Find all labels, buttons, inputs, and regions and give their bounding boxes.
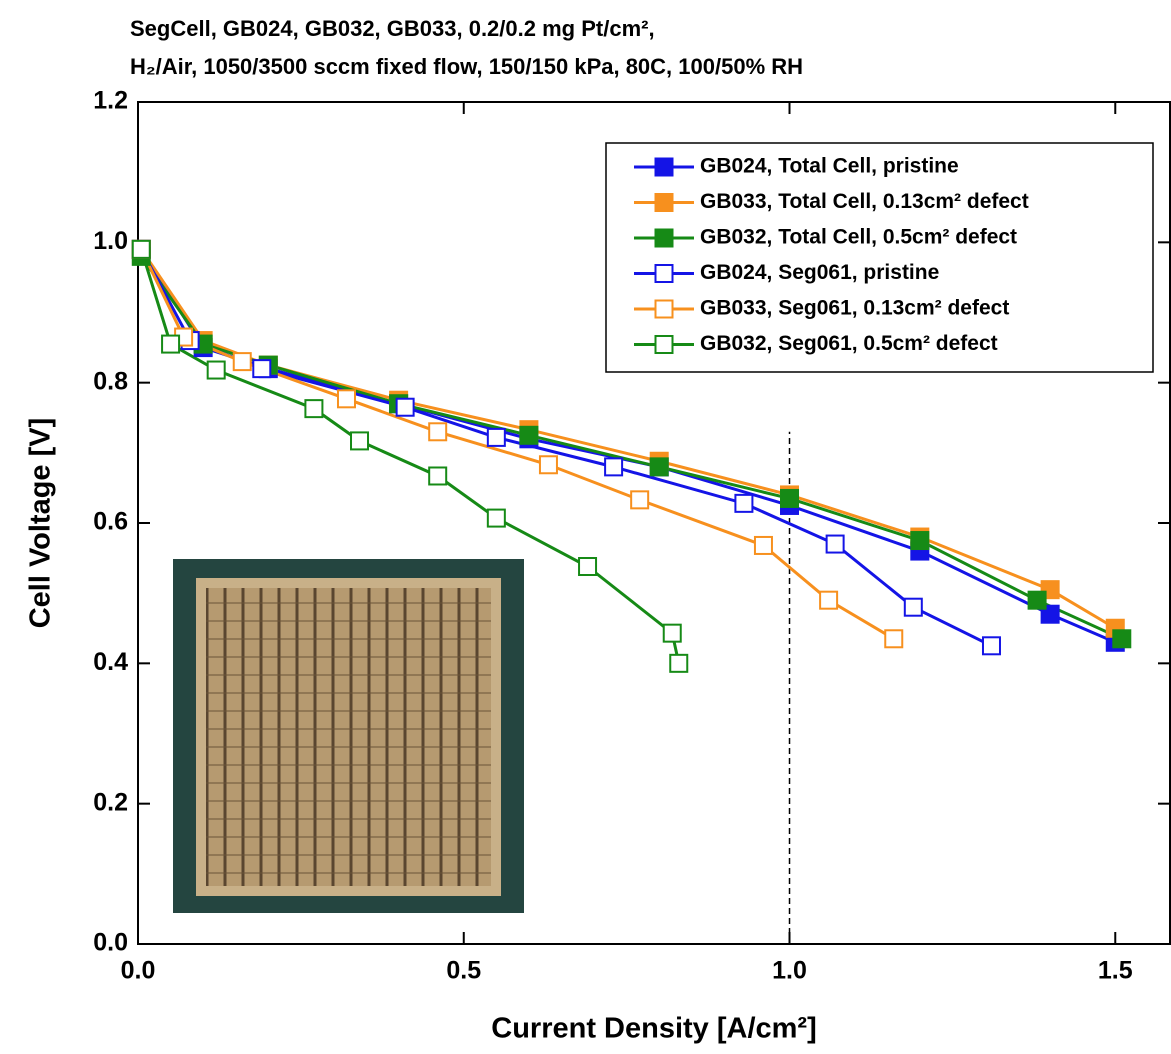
x-tick-label: 0.5 [446, 957, 481, 985]
marker [161, 334, 181, 354]
marker [428, 422, 448, 442]
legend-marker [654, 228, 674, 248]
marker [903, 597, 923, 617]
legend-marker [654, 264, 674, 283]
marker [825, 534, 845, 554]
marker [486, 427, 506, 447]
marker [206, 360, 226, 380]
y-tick-label: 0.8 [93, 367, 128, 395]
legend-label: GB032, Total Cell, 0.5cm² defect [700, 226, 1017, 249]
plot-frame [137, 101, 1171, 945]
marker [884, 629, 904, 649]
y-tick-label: 1.2 [93, 87, 128, 115]
marker [304, 399, 324, 419]
marker [981, 636, 1001, 656]
legend-marker [654, 193, 674, 212]
series-line [139, 248, 895, 641]
marker [780, 488, 800, 508]
y-tick-label: 0.0 [93, 929, 128, 957]
marker [486, 508, 506, 528]
inset-photo [173, 559, 524, 913]
marker [753, 535, 773, 555]
y-axis-label: Cell Voltage [V] [25, 418, 57, 629]
marker [1112, 629, 1132, 649]
marker [252, 359, 272, 379]
y-tick-label: 0.2 [93, 788, 128, 816]
legend-marker [654, 299, 674, 319]
legend-label: GB024, Total Cell, pristine [700, 155, 959, 178]
legend-label: GB033, Seg061, 0.13cm² defect [700, 297, 1009, 320]
chart-title: SegCell, GB024, GB032, GB033, 0.2/0.2 mg… [130, 16, 655, 41]
x-tick-label: 1.5 [1098, 957, 1133, 985]
marker [604, 457, 624, 477]
legend-label: GB032, Seg061, 0.5cm² defect [700, 332, 998, 355]
marker [395, 397, 415, 417]
marker [538, 455, 558, 475]
marker [630, 490, 650, 510]
y-tick-label: 0.6 [93, 508, 128, 536]
y-tick-label: 0.4 [93, 648, 128, 676]
marker [131, 239, 151, 259]
marker [819, 590, 839, 610]
legend-label: GB024, Seg061, pristine [700, 261, 939, 284]
x-axis-label: Current Density [A/cm²] [491, 1013, 817, 1045]
x-tick-label: 0.0 [121, 957, 156, 985]
marker [1040, 604, 1060, 624]
marker [1027, 590, 1047, 610]
y-tick-label: 1.0 [93, 227, 128, 255]
legend-box [605, 142, 1154, 373]
chart-title: H₂/Air, 1050/3500 sccm fixed flow, 150/1… [130, 54, 803, 79]
x-tick-label: 1.0 [772, 957, 807, 985]
marker [910, 531, 930, 551]
marker [662, 623, 682, 643]
marker [669, 653, 689, 673]
legend-marker [654, 157, 674, 177]
series-line [139, 248, 681, 664]
marker [428, 466, 448, 486]
marker [734, 493, 754, 513]
legend-marker [654, 335, 674, 354]
marker [519, 425, 539, 445]
marker [232, 352, 252, 372]
legend-label: GB033, Total Cell, 0.13cm² defect [700, 190, 1029, 213]
marker [336, 389, 356, 409]
marker [578, 557, 598, 577]
marker [350, 431, 370, 451]
marker [649, 457, 669, 477]
